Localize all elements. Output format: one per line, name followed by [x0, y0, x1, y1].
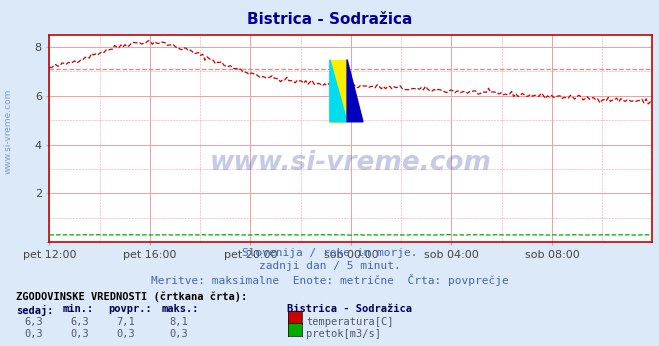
Text: www.si-vreme.com: www.si-vreme.com — [4, 89, 13, 174]
Text: pretok[m3/s]: pretok[m3/s] — [306, 329, 382, 339]
Bar — [330, 60, 347, 122]
Polygon shape — [330, 60, 347, 122]
Text: 0,3: 0,3 — [169, 329, 188, 339]
Text: 8,1: 8,1 — [169, 317, 188, 327]
Text: 0,3: 0,3 — [117, 329, 135, 339]
Text: povpr.:: povpr.: — [109, 304, 152, 315]
Text: Meritve: maksimalne  Enote: metrične  Črta: povprečje: Meritve: maksimalne Enote: metrične Črta… — [151, 274, 508, 286]
Text: zadnji dan / 5 minut.: zadnji dan / 5 minut. — [258, 261, 401, 271]
Text: ZGODOVINSKE VREDNOSTI (črtkana črta):: ZGODOVINSKE VREDNOSTI (črtkana črta): — [16, 291, 248, 302]
Text: 7,1: 7,1 — [117, 317, 135, 327]
Text: Bistrica - Sodražica: Bistrica - Sodražica — [247, 12, 412, 27]
Text: sedaj:: sedaj: — [16, 304, 54, 316]
Text: 6,3: 6,3 — [24, 317, 43, 327]
Text: 0,3: 0,3 — [71, 329, 89, 339]
Text: 6,3: 6,3 — [71, 317, 89, 327]
Polygon shape — [347, 60, 363, 122]
Text: temperatura[C]: temperatura[C] — [306, 317, 394, 327]
Text: maks.:: maks.: — [161, 304, 199, 315]
Text: 0,3: 0,3 — [24, 329, 43, 339]
Text: Slovenija / reke in morje.: Slovenija / reke in morje. — [242, 248, 417, 258]
Text: www.si-vreme.com: www.si-vreme.com — [210, 150, 492, 176]
Text: min.:: min.: — [63, 304, 94, 315]
Text: Bistrica - Sodražica: Bistrica - Sodražica — [287, 304, 412, 315]
